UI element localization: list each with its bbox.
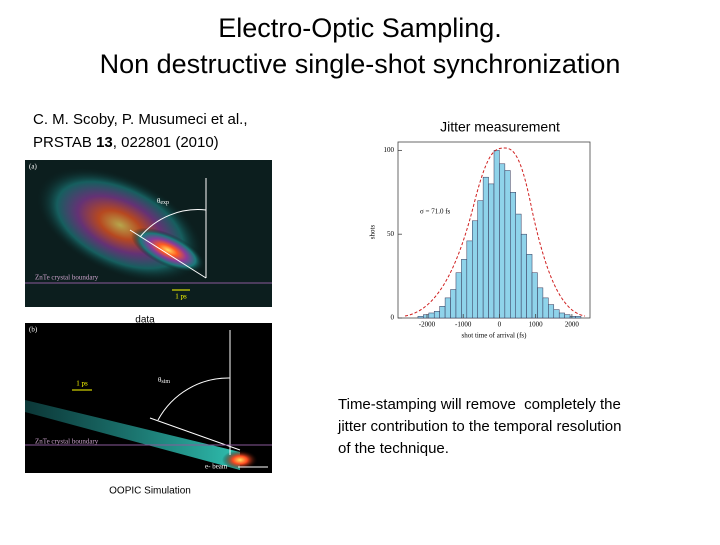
bar [520, 233, 527, 319]
histogram: shots shot time of arrival (fs) σ = 71.0… [369, 141, 591, 340]
bar [569, 316, 576, 319]
note-line: of the technique. [338, 440, 449, 457]
bar [537, 287, 544, 319]
bar [499, 163, 506, 319]
signal-beam [25, 400, 240, 470]
angle-label: θexp [157, 197, 169, 207]
caption: OOPIC Simulation [109, 486, 191, 497]
figure-b: (b) θsim ZnTe crystal boundary 1 ps e- b… [25, 323, 272, 473]
bar [548, 304, 555, 319]
boundary-label: ZnTe crystal boundary [35, 274, 99, 282]
x-tick-label: -2000 [419, 321, 436, 329]
bar [558, 312, 565, 319]
citation-part: PRSTAB [33, 134, 96, 151]
scale-label: 1 ps [175, 293, 187, 301]
y-axis-label: shots [369, 225, 377, 240]
caption: data [135, 315, 155, 326]
figure-a: (a) θexp ZnTe crystal boundary 1 ps [25, 160, 272, 307]
note-line: jitter contribution to the temporal reso… [337, 418, 621, 435]
bar [433, 311, 440, 319]
signal-core [222, 450, 258, 470]
bar [472, 220, 478, 319]
histogram-title: Jitter measurement [440, 119, 560, 135]
bar [482, 176, 489, 319]
angle-arc [157, 377, 231, 421]
x-tick-label: 1000 [529, 321, 544, 329]
angle-sub: sim [161, 379, 170, 385]
y-tick-label: 100 [384, 146, 395, 154]
signal-core [131, 227, 205, 273]
angle-sub: exp [160, 200, 169, 206]
bar [564, 314, 571, 319]
title-line: Non destructive single-shot synchronizat… [100, 49, 621, 79]
annotation: σ = 71.0 fs [420, 208, 451, 216]
bar [444, 297, 451, 319]
bar [542, 297, 549, 319]
axis-line [129, 229, 207, 279]
angle-symbol: θ [158, 376, 162, 384]
bar [466, 240, 473, 319]
panel-label: (b) [29, 326, 38, 334]
bar [423, 314, 430, 319]
image-bg [25, 323, 272, 473]
beam-label: e- beam [205, 463, 228, 471]
fit-curve [404, 147, 586, 317]
x-tick-label: 0 [498, 321, 502, 329]
bar [510, 192, 516, 319]
panel-label: (a) [29, 163, 37, 171]
bar [461, 259, 468, 319]
boundary-label: ZnTe crystal boundary [35, 438, 99, 446]
bar [428, 312, 435, 319]
title-line: Electro-Optic Sampling. [218, 13, 502, 43]
angle-symbol: θ [157, 197, 161, 205]
note-line: Time-stamping will remove completely the [338, 396, 621, 413]
bar [417, 316, 424, 319]
bar [493, 150, 500, 319]
bar [526, 254, 533, 319]
bar [455, 272, 462, 319]
x-axis-label: shot time of arrival (fs) [462, 332, 528, 340]
bar [575, 316, 582, 319]
bar [531, 272, 538, 319]
x-tick-label: 2000 [565, 321, 580, 329]
angle-arc [139, 209, 207, 238]
bar [504, 170, 511, 319]
x-tick-label: -1000 [455, 321, 472, 329]
angle-label: θsim [158, 376, 170, 386]
bar [450, 289, 457, 319]
citation: PRSTAB 13, 022801 (2010) [33, 134, 219, 151]
y-tick-label: 50 [387, 230, 395, 238]
bar [439, 306, 446, 319]
citation-part: 13 [96, 134, 113, 151]
bar [488, 183, 495, 319]
scale-label: 1 ps [76, 380, 88, 388]
citation-part: , 022801 (2010) [113, 134, 219, 151]
bar [553, 309, 560, 319]
citation: C. M. Scoby, P. Musumeci et al., [33, 111, 248, 128]
bar [477, 200, 484, 319]
y-tick-label: 0 [391, 314, 395, 322]
bar [515, 213, 522, 319]
